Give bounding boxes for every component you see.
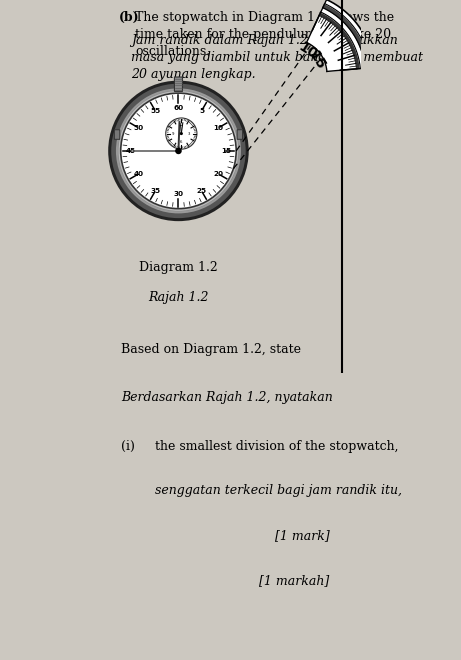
Polygon shape bbox=[321, 8, 365, 69]
Text: 9: 9 bbox=[172, 131, 174, 135]
Circle shape bbox=[181, 133, 182, 135]
Text: 10: 10 bbox=[296, 40, 319, 61]
Text: 35: 35 bbox=[150, 188, 160, 194]
Circle shape bbox=[166, 118, 197, 149]
Text: 15: 15 bbox=[221, 148, 231, 154]
Polygon shape bbox=[319, 12, 361, 69]
Text: (b): (b) bbox=[118, 11, 139, 24]
Text: 60: 60 bbox=[173, 104, 183, 111]
Circle shape bbox=[118, 90, 239, 212]
Text: 25: 25 bbox=[196, 188, 207, 194]
Text: 5: 5 bbox=[199, 108, 204, 114]
Text: senggatan terkecil bagi jam randik itu,: senggatan terkecil bagi jam randik itu, bbox=[155, 484, 402, 498]
Text: (i): (i) bbox=[121, 440, 135, 453]
Polygon shape bbox=[323, 3, 370, 68]
Text: 15: 15 bbox=[306, 48, 327, 72]
FancyBboxPatch shape bbox=[174, 77, 183, 91]
Text: 20: 20 bbox=[213, 171, 224, 177]
Text: the smallest division of the stopwatch,: the smallest division of the stopwatch, bbox=[155, 440, 398, 453]
Circle shape bbox=[176, 148, 181, 154]
Circle shape bbox=[121, 93, 236, 209]
Text: 45: 45 bbox=[126, 148, 136, 154]
FancyBboxPatch shape bbox=[114, 130, 120, 139]
Text: 30: 30 bbox=[173, 191, 183, 197]
Text: [1 mark]: [1 mark] bbox=[275, 529, 330, 542]
Text: The stopwatch in Diagram 1.2 shows the
time taken for the pendulum to make 20
os: The stopwatch in Diagram 1.2 shows the t… bbox=[136, 11, 395, 58]
Text: 50: 50 bbox=[133, 125, 143, 131]
Text: Berdasarkan Rajah 1.2, nyatakan: Berdasarkan Rajah 1.2, nyatakan bbox=[121, 391, 333, 404]
Text: 10: 10 bbox=[213, 125, 224, 131]
Text: Jam randik dalam Rajah 1.2 menunjukkan
masa yang diambil untuk bandul itu membua: Jam randik dalam Rajah 1.2 menunjukkan m… bbox=[131, 34, 424, 81]
Polygon shape bbox=[307, 15, 357, 71]
Text: Rajah 1.2: Rajah 1.2 bbox=[148, 290, 209, 304]
Polygon shape bbox=[325, 0, 374, 68]
Text: Based on Diagram 1.2, state: Based on Diagram 1.2, state bbox=[121, 343, 301, 356]
Text: Diagram 1.2: Diagram 1.2 bbox=[139, 261, 218, 274]
FancyBboxPatch shape bbox=[237, 130, 242, 139]
Text: 40: 40 bbox=[133, 171, 143, 177]
Text: 12: 12 bbox=[179, 123, 184, 127]
Text: 55: 55 bbox=[150, 108, 160, 114]
Text: 3: 3 bbox=[188, 131, 191, 135]
Circle shape bbox=[113, 86, 244, 216]
Text: [1 markah]: [1 markah] bbox=[259, 574, 330, 587]
Text: 6: 6 bbox=[180, 140, 183, 144]
